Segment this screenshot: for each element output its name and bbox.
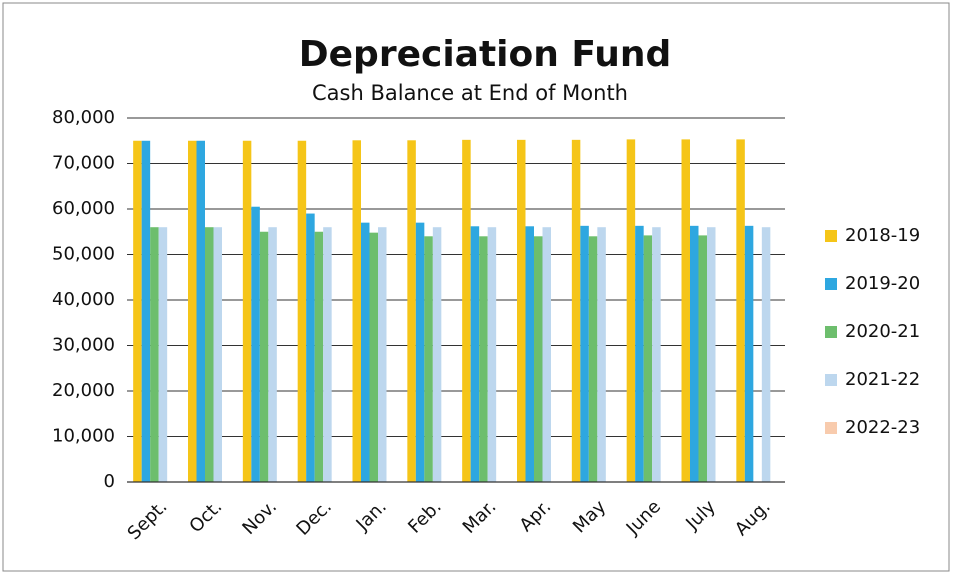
bar bbox=[242, 140, 252, 482]
bar bbox=[571, 139, 581, 482]
legend-label: 2020-21 bbox=[845, 321, 920, 342]
y-tick-label: 30,000 bbox=[52, 335, 115, 356]
legend-swatch bbox=[825, 278, 837, 290]
chart-title: Depreciation Fund bbox=[299, 34, 671, 75]
legend-swatch bbox=[825, 326, 837, 338]
y-tick-label: 60,000 bbox=[52, 198, 115, 219]
bar bbox=[517, 139, 526, 482]
y-tick-label: 80,000 bbox=[52, 107, 115, 128]
bar bbox=[297, 140, 307, 482]
bar bbox=[196, 140, 206, 482]
bar bbox=[744, 225, 754, 482]
bar bbox=[213, 227, 222, 482]
bar bbox=[361, 222, 370, 482]
y-tick-label: 50,000 bbox=[52, 244, 115, 265]
y-tick-label: 20,000 bbox=[52, 380, 115, 401]
bar bbox=[736, 139, 745, 482]
bar bbox=[652, 227, 661, 482]
legend-swatch bbox=[825, 422, 837, 434]
bar bbox=[681, 139, 691, 482]
bar bbox=[462, 139, 471, 482]
bar bbox=[205, 227, 214, 482]
bar bbox=[706, 227, 716, 482]
bar bbox=[470, 226, 480, 482]
bar bbox=[761, 227, 771, 482]
bar bbox=[415, 222, 425, 482]
bar bbox=[534, 236, 543, 482]
bar bbox=[314, 231, 324, 482]
bar bbox=[323, 227, 332, 482]
bar bbox=[150, 227, 159, 482]
legend-label: 2018-19 bbox=[845, 225, 920, 246]
bar bbox=[643, 235, 653, 482]
bar bbox=[525, 226, 535, 482]
bar bbox=[158, 227, 168, 482]
bar bbox=[188, 140, 197, 482]
bar bbox=[542, 227, 551, 482]
y-tick-label: 0 bbox=[104, 471, 115, 492]
bar bbox=[251, 206, 260, 482]
legend-label: 2019-20 bbox=[845, 273, 920, 294]
bar bbox=[580, 225, 589, 482]
bar bbox=[424, 236, 433, 482]
y-tick-label: 70,000 bbox=[52, 153, 115, 174]
bar bbox=[352, 140, 362, 483]
bar bbox=[626, 139, 636, 482]
bar bbox=[141, 140, 151, 482]
y-tick-label: 10,000 bbox=[52, 426, 115, 447]
bar bbox=[432, 227, 442, 482]
bar bbox=[377, 227, 387, 482]
legend-label: 2021-22 bbox=[845, 369, 920, 390]
bar bbox=[635, 225, 644, 482]
y-tick-label: 40,000 bbox=[52, 289, 115, 310]
bar bbox=[588, 236, 598, 482]
bar bbox=[487, 227, 497, 482]
bar bbox=[369, 232, 378, 482]
legend-swatch bbox=[825, 374, 837, 386]
bar bbox=[259, 231, 269, 482]
bar bbox=[133, 140, 142, 482]
chart-subtitle: Cash Balance at End of Month bbox=[312, 81, 628, 105]
bar bbox=[306, 213, 315, 483]
bar bbox=[479, 236, 488, 482]
bar bbox=[407, 140, 416, 483]
legend-swatch bbox=[825, 230, 837, 242]
bar bbox=[268, 227, 277, 482]
bar bbox=[698, 235, 707, 482]
bar bbox=[690, 225, 699, 482]
legend-label: 2022-23 bbox=[845, 417, 920, 438]
bar bbox=[597, 227, 606, 482]
